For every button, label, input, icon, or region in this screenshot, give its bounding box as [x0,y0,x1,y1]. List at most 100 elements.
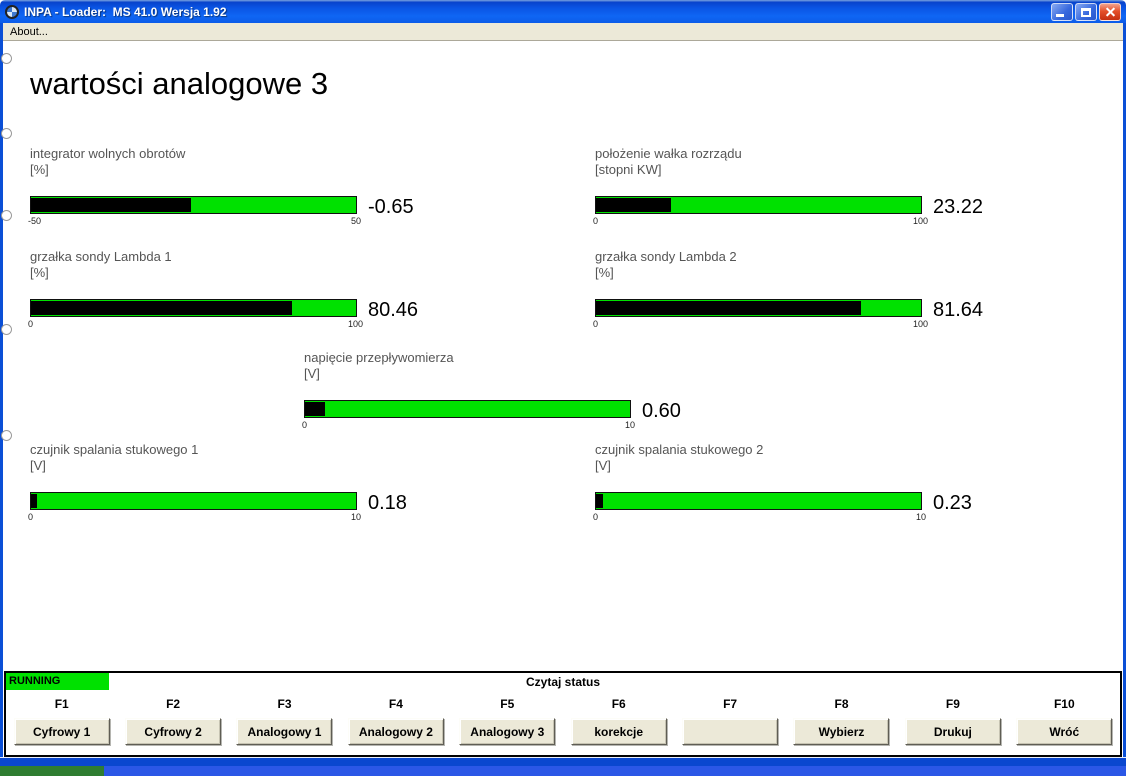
function-key-column: F4 Analogowy 2 [340,694,451,749]
fkey-label: F6 [611,697,626,711]
fkey-label: F2 [166,697,181,711]
fkey-label: F9 [945,697,960,711]
fkey-button-f1[interactable]: Cyfrowy 1 [13,718,110,745]
gauge-unit: [V] [595,458,611,473]
fkey-button-f4[interactable]: Analogowy 2 [347,718,444,745]
fkey-button-f6[interactable]: korekcje [570,718,667,745]
function-key-column: F5 Analogowy 3 [452,694,563,749]
gauge-label: czujnik spalania stukowego 1 [30,442,199,457]
gauge-czujnik-spalania-stukowego-2: czujnik spalania stukowego 2 [V] 0.23 0 … [593,442,1015,524]
function-key-column: F1 Cyfrowy 1 [6,694,117,749]
maximize-button[interactable] [1075,3,1097,21]
window-border-right [1123,23,1126,758]
led-indicator [1,430,12,441]
gauge-scale-max: 10 [915,512,927,522]
gauge-bar-fill [31,494,37,508]
menubar: About... [3,23,1123,41]
gauge-scale-max: 10 [350,512,362,522]
gauge-label: grzałka sondy Lambda 1 [30,249,172,264]
function-panel: RUNNING Czytaj status F1 Cyfrowy 1 F2 Cy… [4,671,1122,757]
fkey-label: F8 [834,697,849,711]
gauge-label: napięcie przepływomierza [304,350,454,365]
fkey-label: F5 [500,697,515,711]
gauge-bar [595,196,922,214]
gauge-bar [595,492,922,510]
fkey-button-f5[interactable]: Analogowy 3 [459,718,556,745]
fkey-button-f3[interactable]: Analogowy 1 [236,718,333,745]
gauge-scale-min: -50 [28,216,42,226]
window-controls [1051,3,1121,21]
function-key-grid: F1 Cyfrowy 1 F2 Cyfrowy 2 F3 Analogowy 1… [6,694,1120,749]
close-button[interactable] [1099,3,1121,21]
gauge-value: 23.22 [933,196,984,218]
led-indicator [1,128,12,139]
gauge-bar-fill [596,198,672,212]
gauge-label: grzałka sondy Lambda 2 [595,249,737,264]
gauge-scale-max: 100 [347,319,364,329]
gauge-value: -0.65 [368,196,414,218]
titlebar[interactable]: INPA - Loader: MS 41.0 Wersja 1.92 [0,0,1126,23]
fkey-button-f9[interactable]: Drukuj [904,718,1001,745]
gauge-label: integrator wolnych obrotów [30,146,186,161]
desktop-strip-blue [104,766,1126,776]
fkey-label: F3 [277,697,292,711]
gauge-unit: [V] [304,366,320,381]
fkey-label: F1 [54,697,69,711]
gauge-scale-max: 100 [912,319,929,329]
page-title: wartości analogowe 3 [30,66,329,101]
gauge-unit: [%] [595,265,614,280]
function-key-column: F10 Wróć [1009,694,1120,749]
gauge-bar-fill [31,198,192,212]
window-border-bottom [0,757,1126,766]
menu-about[interactable]: About... [10,25,48,38]
gauge-scale-min: 0 [302,420,308,430]
status-text: Czytaj status [525,675,601,689]
gauge-bar [30,492,357,510]
minimize-button[interactable] [1051,3,1073,21]
window-title: INPA - Loader: MS 41.0 Wersja 1.92 [24,4,227,19]
minimize-icon [1056,14,1064,17]
led-indicator [1,53,12,64]
gauge-unit: [stopni KW] [595,162,662,177]
status-running-badge: RUNNING [6,673,109,690]
gauge-unit: [V] [30,458,46,473]
fkey-button-f2[interactable]: Cyfrowy 2 [125,718,222,745]
fkey-label: F4 [388,697,403,711]
function-key-column: F8 Wybierz [786,694,897,749]
fkey-button-f8[interactable]: Wybierz [793,718,890,745]
gauge-scale-min: 0 [28,512,34,522]
desktop-strip-green [0,766,104,776]
gauge-integrator-wolnych-obrotow: integrator wolnych obrotów [%] -0.65 -50… [28,146,450,228]
fkey-button-f10[interactable]: Wróć [1016,718,1113,745]
gauge-napiecie-przeplywomierza: napięcie przepływomierza [V] 0.60 0 10 [302,350,724,432]
gauge-bar-fill [31,301,293,315]
gauge-grzalka-sondy-lambda-1: grzałka sondy Lambda 1 [%] 80.46 0 100 [28,249,450,331]
gauge-bar-fill [596,494,604,508]
fkey-label: F10 [1053,697,1075,711]
function-key-column: F7 [674,694,785,749]
function-key-column: F6 korekcje [563,694,674,749]
led-indicator [1,324,12,335]
gauge-unit: [%] [30,265,49,280]
gauge-scale-max: 50 [350,216,362,226]
gauge-scale-min: 0 [28,319,34,329]
gauge-bar [30,196,357,214]
gauge-unit: [%] [30,162,49,177]
gauge-value: 0.23 [933,492,972,514]
window-border-left [0,23,3,758]
client-area: wartości analogowe 3 integrator wolnych … [1,42,1123,757]
function-key-column: F3 Analogowy 1 [229,694,340,749]
fkey-button-f7[interactable] [682,718,779,745]
gauge-value: 80.46 [368,299,419,321]
gauge-scale-max: 100 [912,216,929,226]
maximize-icon [1081,8,1091,17]
gauge-polozenie-walka-rozrzadu: położenie wałka rozrządu [stopni KW] 23.… [593,146,1015,228]
gauge-label: położenie wałka rozrządu [595,146,742,161]
gauge-bar [304,400,631,418]
gauge-bar [595,299,922,317]
desktop-strip [0,766,1126,776]
gauge-scale-max: 10 [624,420,636,430]
gauge-bar-fill [596,301,862,315]
